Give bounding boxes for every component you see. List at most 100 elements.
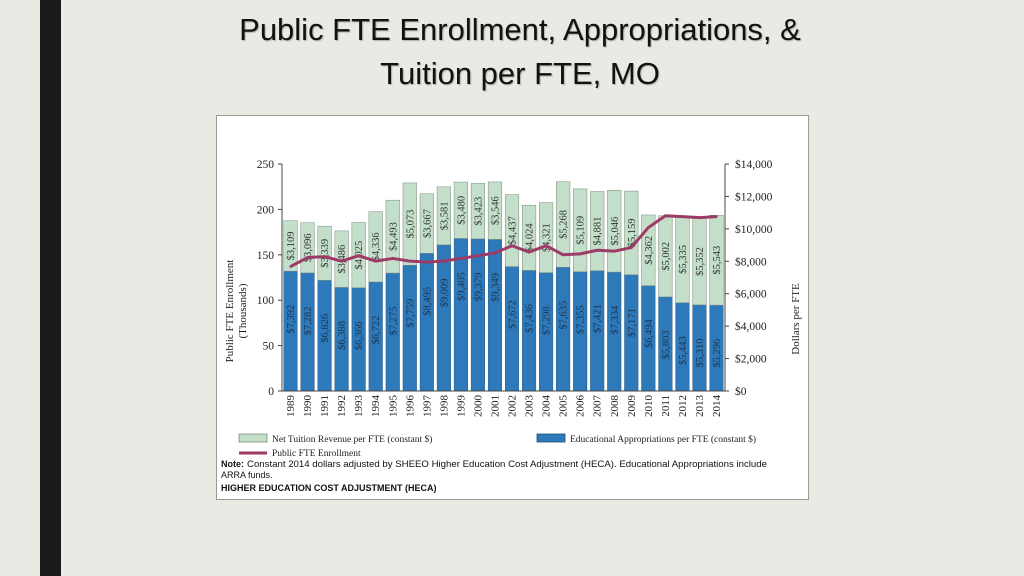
x-tick-1992: 1992 <box>336 395 348 417</box>
x-tick-1997: 1997 <box>421 395 433 418</box>
label-appropriations-1998: $9,009 <box>439 278 450 307</box>
x-tick-1990: 1990 <box>302 395 314 418</box>
legend: Net Tuition Revenue per FTE (constant $)… <box>238 433 756 459</box>
label-appropriations-2000: $9,379 <box>473 272 484 301</box>
label-appropriations-1997: $8,495 <box>422 287 433 316</box>
label-tuition-2010: $4,362 <box>644 236 655 265</box>
label-tuition-1989: $3,109 <box>286 232 297 261</box>
slide-title-line-1: Public FTE Enrollment, Appropriations, & <box>239 12 801 47</box>
left-tick-150: 150 <box>257 250 275 262</box>
x-tick-2001: 2001 <box>489 395 501 417</box>
x-tick-2002: 2002 <box>507 395 519 417</box>
bar-appropriations-1997 <box>419 253 434 392</box>
label-appropriations-2005: $7,635 <box>559 301 570 330</box>
x-tick-2004: 2004 <box>541 395 553 418</box>
label-tuition-1995: $4,493 <box>388 222 399 251</box>
label-appropriations-2014: $5,296 <box>712 339 723 368</box>
right-tick-0: $0 <box>735 385 747 398</box>
label-tuition-2012: $5,335 <box>678 245 689 274</box>
bar-appropriations-1998 <box>436 244 451 392</box>
right-tick-3: $6,000 <box>735 288 767 301</box>
bar-appropriations-1999 <box>453 238 468 392</box>
label-tuition-2001: $3,546 <box>490 196 501 225</box>
bar-tuition-1997 <box>419 193 434 254</box>
bars-group <box>283 181 724 392</box>
x-tick-1989: 1989 <box>285 395 297 418</box>
enrollment-line <box>289 214 717 268</box>
axes-group: 0 50 100 150 200 250 $0 $2,000 $4,000 $6,000 $8,0… <box>224 158 802 417</box>
label-appropriations-2013: $5,310 <box>695 338 706 367</box>
label-appropriations-2003: $7,436 <box>525 304 536 333</box>
label-appropriations-2008: $7,334 <box>610 305 621 335</box>
right-tick-2: $4,000 <box>735 320 767 333</box>
heca-label: HIGHER EDUCATION COST ADJUSTMENT (HECA) <box>221 483 437 493</box>
bar-tuition-2000 <box>470 183 486 240</box>
x-tick-1999: 1999 <box>455 395 467 418</box>
legend-swatch-appropriations <box>536 433 566 443</box>
slide-title: Public FTE Enrollment, Appropriations, &… <box>130 8 910 96</box>
x-tick-2010: 2010 <box>643 395 655 418</box>
left-tick-100: 100 <box>257 295 275 307</box>
enrollment-appropriations-chart: $3,109 $7,392 $3,096 $7,282 $3,339 $6,826 $3,4… <box>221 158 802 493</box>
note-block: Note: Constant 2014 dollars adjusted by … <box>221 459 767 493</box>
label-appropriations-1994: $6,722 <box>371 316 382 345</box>
label-tuition-2007: $4,881 <box>593 217 604 246</box>
label-tuition-1996: $5,073 <box>405 210 416 239</box>
x-tick-1994: 1994 <box>370 395 382 418</box>
label-tuition-2013: $5,352 <box>695 247 706 276</box>
label-tuition-1991: $3,339 <box>320 239 331 268</box>
label-appropriations-1996: $7,759 <box>405 299 416 328</box>
left-accent-bar <box>40 0 61 576</box>
label-tuition-2009: $5,159 <box>627 218 638 247</box>
legend-label-enrollment: Public FTE Enrollment <box>272 449 361 459</box>
bar-tuition-2001 <box>487 181 503 240</box>
x-tick-2000: 2000 <box>472 395 484 418</box>
right-axis-label: Dollars per FTE <box>790 283 802 355</box>
right-tick-1: $2,000 <box>735 353 767 366</box>
x-tick-2012: 2012 <box>677 395 689 417</box>
bar-tuition-2005 <box>556 181 571 268</box>
right-tick-5: $10,000 <box>735 223 773 236</box>
x-tick-2005: 2005 <box>558 395 570 418</box>
x-tick-2009: 2009 <box>626 395 638 418</box>
label-tuition-2004: $4,321 <box>542 223 553 252</box>
left-tick-250: 250 <box>257 159 275 171</box>
left-tick-50: 50 <box>263 341 275 353</box>
x-ticks: 1989 1990 1991 1992 1993 1994 1995 1996 1997 1998… <box>285 395 723 418</box>
bar-tuition-2003 <box>521 204 537 271</box>
label-tuition-2002: $4,437 <box>508 216 519 245</box>
x-tick-2011: 2011 <box>660 395 672 417</box>
label-tuition-2008: $5,046 <box>610 217 621 246</box>
x-tick-2006: 2006 <box>575 395 587 418</box>
label-appropriations-1999: $9,405 <box>456 272 467 301</box>
bar-tuition-1998 <box>436 186 451 246</box>
label-tuition-1997: $3,667 <box>422 209 433 238</box>
bar-tuition-1994 <box>368 211 383 283</box>
label-appropriations-2002: $7,672 <box>508 300 519 329</box>
x-tick-2003: 2003 <box>524 395 536 418</box>
bar-tuition-2014 <box>709 215 724 306</box>
label-appropriations-1989: $7,392 <box>286 305 297 334</box>
label-appropriations-2011: $5,803 <box>661 330 672 359</box>
label-tuition-2003: $4,024 <box>525 223 536 253</box>
label-appropriations-2006: $7,355 <box>576 305 587 334</box>
bar-tuition-1996 <box>402 182 417 266</box>
right-tick-4: $8,000 <box>735 255 767 268</box>
label-appropriations-2001: $9,349 <box>490 273 501 302</box>
bar-tuition-1989 <box>283 220 298 272</box>
note-text-line-2: ARRA funds. <box>221 470 273 480</box>
right-tick-7: $14,000 <box>735 158 773 171</box>
bar-appropriations-2001 <box>487 239 502 392</box>
label-appropriations-1993: $6,366 <box>354 321 365 350</box>
label-tuition-2014: $5,543 <box>712 246 723 275</box>
label-appropriations-1995: $7,275 <box>388 307 399 336</box>
label-appropriations-2007: $7,421 <box>593 304 604 333</box>
label-tuition-1992: $3,486 <box>337 245 348 274</box>
bar-tuition-1999 <box>453 181 468 239</box>
chart-frame: $3,109 $7,392 $3,096 $7,282 $3,339 $6,826 $3,4… <box>216 115 809 500</box>
bar-appropriations-2000 <box>470 238 485 392</box>
label-appropriations-1992: $6,388 <box>337 321 348 350</box>
left-axis-label-line-2: (Thousands) <box>237 283 249 338</box>
left-tick-200: 200 <box>257 204 275 216</box>
label-appropriations-2010: $6,494 <box>644 319 655 349</box>
